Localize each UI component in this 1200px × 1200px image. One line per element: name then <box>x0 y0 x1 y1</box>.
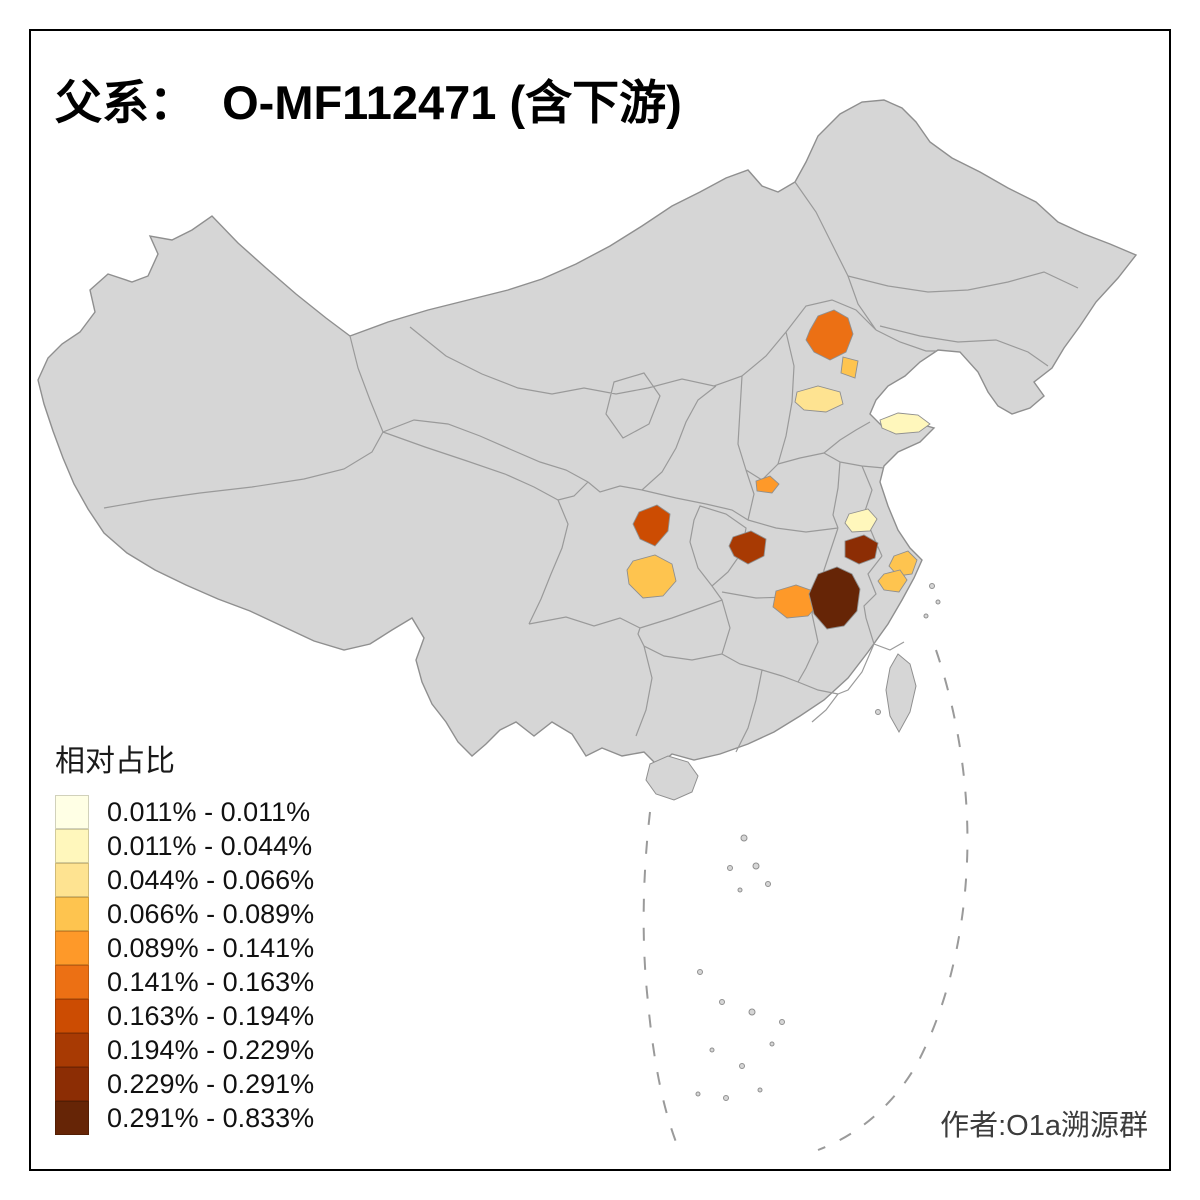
taiwan-island <box>885 653 917 734</box>
highlight-region-anhui-south <box>844 534 879 565</box>
highlight-region-hebei-south <box>794 385 844 413</box>
highlight-region-shandong-peninsula <box>879 412 931 435</box>
south-china-sea-islands <box>695 583 941 1101</box>
legend-row: 0.011% - 0.044% <box>55 829 314 863</box>
legend-range-label: 0.044% - 0.066% <box>107 864 315 895</box>
plot-frame <box>29 29 1171 1171</box>
china-mainland <box>37 99 1138 767</box>
legend-range-label: 0.011% - 0.011% <box>107 796 311 827</box>
legend-swatch <box>55 863 89 897</box>
nine-dash-line-east <box>817 649 969 1151</box>
legend-range-label: 0.163% - 0.194% <box>107 1000 315 1031</box>
highlight-region-tianjin-area <box>840 356 859 379</box>
nine-dash-line-west <box>642 811 681 1153</box>
legend-range-label: 0.011% - 0.044% <box>107 830 313 861</box>
highlight-region-shanghai-area <box>888 550 918 577</box>
legend-swatch <box>55 829 89 863</box>
highlight-region-zhejiang-north <box>877 569 908 593</box>
legend-swatch <box>55 999 89 1033</box>
legend-swatch <box>55 1101 89 1135</box>
legend-swatch <box>55 1033 89 1067</box>
highlighted-regions <box>626 309 931 630</box>
highlight-region-chengdu-area <box>632 504 671 547</box>
hainan-island <box>645 755 699 801</box>
legend-swatch <box>55 1067 89 1101</box>
legend-range-label: 0.141% - 0.163% <box>107 966 315 997</box>
attribution: 作者:O1a溯源群 <box>940 1110 1148 1142</box>
highlight-region-sichuan-south <box>626 554 677 599</box>
province-borders <box>103 181 1079 753</box>
legend-row: 0.066% - 0.089% <box>55 897 314 931</box>
legend-row: 0.194% - 0.229% <box>55 1033 314 1067</box>
legend-range-label: 0.291% - 0.833% <box>107 1102 315 1133</box>
highlight-region-chongqing-area <box>728 530 767 565</box>
legend-range-label: 0.089% - 0.141% <box>107 932 315 963</box>
highlight-region-jiangxi-west <box>808 566 861 630</box>
legend-row: 0.044% - 0.066% <box>55 863 314 897</box>
legend-row: 0.229% - 0.291% <box>55 1067 314 1101</box>
legend: 相对占比 0.011% - 0.011% 0.011% - 0.044% 0.0… <box>55 745 314 1135</box>
legend-swatch <box>55 795 89 829</box>
legend-row: 0.291% - 0.833% <box>55 1101 314 1135</box>
legend-swatch <box>55 931 89 965</box>
legend-swatch <box>55 897 89 931</box>
highlight-region-henan-west <box>755 475 780 494</box>
legend-range-label: 0.194% - 0.229% <box>107 1034 315 1065</box>
legend-row: 0.011% - 0.011% <box>55 795 314 829</box>
legend-row: 0.163% - 0.194% <box>55 999 314 1033</box>
legend-range-label: 0.229% - 0.291% <box>107 1068 315 1099</box>
legend-swatch <box>55 965 89 999</box>
page-title: 父系： O-MF112471 (含下游) <box>55 76 682 129</box>
legend-row: 0.141% - 0.163% <box>55 965 314 999</box>
highlight-region-beijing-area <box>805 309 854 361</box>
legend-range-label: 0.066% - 0.089% <box>107 898 315 929</box>
legend-row: 0.089% - 0.141% <box>55 931 314 965</box>
highlight-region-anhui-center <box>844 508 878 533</box>
legend-title: 相对占比 <box>55 745 175 778</box>
